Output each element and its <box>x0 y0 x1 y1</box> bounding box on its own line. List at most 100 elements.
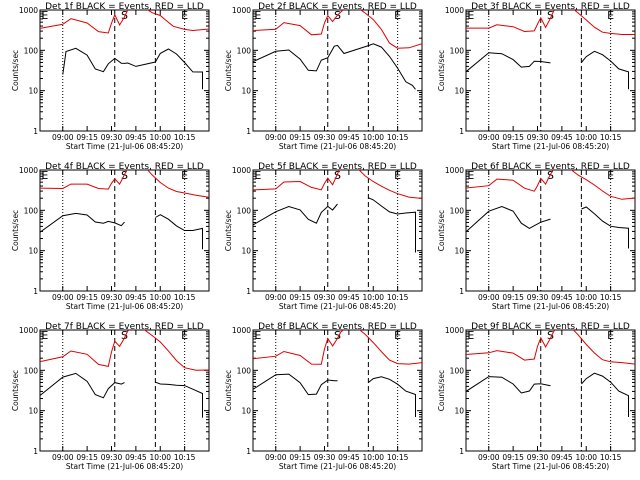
y-tick-label: 1 <box>33 287 38 296</box>
x-axis-label: Start Time (21-Jul-06 08:45:20) <box>492 142 609 151</box>
events-series-line <box>253 373 416 417</box>
lld-series-line <box>253 10 422 49</box>
y-tick-label: 1 <box>246 447 251 456</box>
x-tick-label: 09:00 <box>478 293 500 302</box>
x-axis-label: Start Time (21-Jul-06 08:45:20) <box>66 302 183 311</box>
x-tick-label: 10:00 <box>149 293 171 302</box>
y-tick-label: 100 <box>237 206 252 215</box>
plot-frame <box>465 169 636 292</box>
x-tick-label: 09:15 <box>289 453 311 462</box>
x-tick-label: 10:00 <box>362 453 384 462</box>
events-series-line <box>40 212 203 250</box>
y-tick-label: 100 <box>450 366 465 375</box>
x-axis-label: Start Time (21-Jul-06 08:45:20) <box>492 302 609 311</box>
y-axis-label: Counts/sec <box>11 370 20 411</box>
x-axis-label: Start Time (21-Jul-06 08:45:20) <box>279 462 396 471</box>
x-axis-label: Start Time (21-Jul-06 08:45:20) <box>66 462 183 471</box>
y-tick-label: 10 <box>241 87 251 96</box>
x-tick-label: 09:30 <box>527 453 549 462</box>
x-tick-label: 09:30 <box>101 293 123 302</box>
x-tick-label: 09:00 <box>52 133 74 142</box>
x-tick-label: 09:45 <box>551 453 573 462</box>
event-marker-E: E <box>41 329 48 342</box>
event-marker-E: E <box>467 9 474 22</box>
lld-series-line <box>40 10 209 34</box>
y-axis-label: Counts/sec <box>11 210 20 251</box>
plot-frame <box>465 329 636 452</box>
y-axis-label: Counts/sec <box>224 210 233 251</box>
lld-series-line <box>40 330 209 371</box>
event-marker-S: S <box>547 329 554 342</box>
y-tick-label: 10 <box>241 407 251 416</box>
y-tick-label: 1 <box>33 127 38 136</box>
x-tick-label: 09:30 <box>314 453 336 462</box>
x-axis-label: Start Time (21-Jul-06 08:45:20) <box>66 142 183 151</box>
panel-title: Det 4f BLACK = Events, RED = LLD <box>45 162 204 172</box>
x-tick-label: 09:45 <box>125 293 147 302</box>
lld-series-line <box>253 330 422 365</box>
x-tick-label: 09:45 <box>551 133 573 142</box>
event-marker-S: S <box>334 169 341 182</box>
x-tick-label: 09:30 <box>314 133 336 142</box>
x-tick-label: 09:15 <box>289 293 311 302</box>
y-tick-label: 1000 <box>445 166 464 175</box>
x-tick-label: 09:30 <box>101 133 123 142</box>
event-marker-E: E <box>41 9 48 22</box>
plot-frame <box>39 9 210 132</box>
x-tick-label: 09:45 <box>338 293 360 302</box>
y-axis-label: Counts/sec <box>11 50 20 91</box>
plot-frame <box>252 169 423 292</box>
x-tick-label: 09:45 <box>551 293 573 302</box>
y-tick-label: 100 <box>450 46 465 55</box>
detector-panel-1: Det 1f BLACK = Events, RED = LLD 1 10 100 10… <box>11 2 210 151</box>
y-tick-label: 1 <box>459 127 464 136</box>
events-series-line <box>253 197 416 253</box>
y-tick-label: 1 <box>246 287 251 296</box>
y-tick-label: 100 <box>24 46 39 55</box>
detector-panel-3: Det 3f BLACK = Events, RED = LLD 1 10 100 10… <box>437 2 636 151</box>
x-tick-label: 10:15 <box>600 133 622 142</box>
x-axis-label: Start Time (21-Jul-06 08:45:20) <box>492 462 609 471</box>
y-axis-label: Counts/sec <box>437 50 446 91</box>
y-tick-label: 10 <box>454 247 464 256</box>
y-tick-label: 100 <box>237 366 252 375</box>
y-tick-label: 10 <box>454 407 464 416</box>
x-tick-label: 09:15 <box>502 133 524 142</box>
event-marker-S: S <box>334 329 341 342</box>
event-marker-E: E <box>254 169 261 182</box>
y-tick-label: 1000 <box>19 326 38 335</box>
plot-frame <box>39 329 210 452</box>
y-axis-label: Counts/sec <box>437 370 446 411</box>
x-tick-label: 09:15 <box>502 293 524 302</box>
x-tick-label: 09:30 <box>527 133 549 142</box>
y-tick-label: 100 <box>237 46 252 55</box>
x-tick-label: 09:45 <box>338 453 360 462</box>
x-tick-label: 09:00 <box>478 133 500 142</box>
event-marker-E: E <box>254 9 261 22</box>
x-tick-label: 10:00 <box>149 453 171 462</box>
x-tick-label: 10:15 <box>174 133 196 142</box>
event-marker-S: S <box>121 9 128 22</box>
event-marker-E: E <box>394 9 401 22</box>
event-marker-E: E <box>181 169 188 182</box>
x-tick-label: 09:45 <box>125 133 147 142</box>
panel-title: Det 2f BLACK = Events, RED = LLD <box>258 2 417 12</box>
y-tick-label: 100 <box>24 206 39 215</box>
plot-frame <box>252 9 423 132</box>
event-marker-E: E <box>607 329 614 342</box>
events-series-line <box>466 50 629 90</box>
event-marker-E: E <box>181 329 188 342</box>
lld-series-line <box>466 330 635 365</box>
y-tick-label: 10 <box>28 407 38 416</box>
y-tick-label: 1000 <box>232 326 251 335</box>
x-tick-label: 09:00 <box>478 453 500 462</box>
x-tick-label: 10:15 <box>174 453 196 462</box>
x-tick-label: 09:00 <box>52 453 74 462</box>
x-tick-label: 10:15 <box>387 453 409 462</box>
event-marker-E: E <box>41 169 48 182</box>
x-tick-label: 10:00 <box>362 133 384 142</box>
lld-series-line <box>466 10 635 35</box>
detector-panel-4: Det 4f BLACK = Events, RED = LLD 1 10 100 10… <box>11 162 210 311</box>
events-series-line <box>40 372 203 418</box>
detector-panel-5: Det 5f BLACK = Events, RED = LLD 1 10 100 10… <box>224 162 423 311</box>
